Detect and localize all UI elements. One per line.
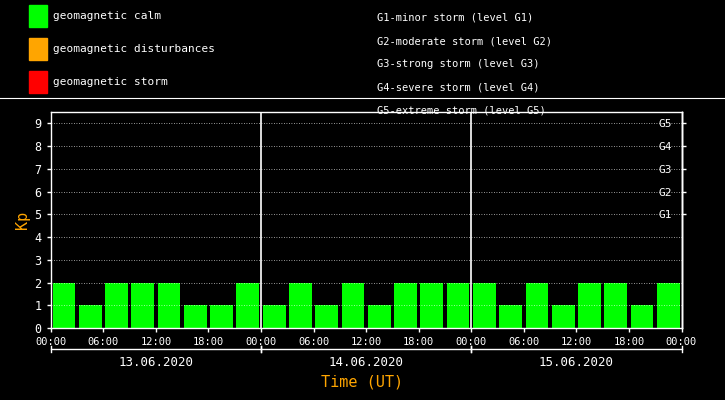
Text: 14.06.2020: 14.06.2020 [328,356,404,368]
Bar [578,282,601,328]
Bar [289,282,312,328]
Text: Time (UT): Time (UT) [321,374,404,390]
Bar [210,305,233,328]
Bar [52,282,75,328]
Text: G5-extreme storm (level G5): G5-extreme storm (level G5) [377,106,546,116]
Bar [605,282,627,328]
Bar [79,305,102,328]
Bar [157,282,181,328]
Text: G1-minor storm (level G1): G1-minor storm (level G1) [377,13,534,23]
Bar [657,282,680,328]
Bar [341,282,365,328]
Bar [105,282,128,328]
Bar [473,282,496,328]
Text: G4-severe storm (level G4): G4-severe storm (level G4) [377,83,539,93]
Text: geomagnetic disturbances: geomagnetic disturbances [53,44,215,54]
Bar [262,305,286,328]
Bar [526,282,548,328]
Y-axis label: Kp: Kp [15,211,30,229]
Text: geomagnetic calm: geomagnetic calm [53,11,161,21]
Bar [552,305,575,328]
Bar [184,305,207,328]
Text: 15.06.2020: 15.06.2020 [539,356,614,368]
Bar [447,282,470,328]
Text: 13.06.2020: 13.06.2020 [118,356,194,368]
Bar [131,282,154,328]
Text: G2-moderate storm (level G2): G2-moderate storm (level G2) [377,36,552,46]
Bar [236,282,260,328]
Text: geomagnetic storm: geomagnetic storm [53,77,167,87]
Text: G3-strong storm (level G3): G3-strong storm (level G3) [377,60,539,70]
Bar [394,282,417,328]
Bar [420,282,443,328]
Bar [631,305,653,328]
Bar [315,305,338,328]
Bar [500,305,522,328]
Bar [368,305,391,328]
